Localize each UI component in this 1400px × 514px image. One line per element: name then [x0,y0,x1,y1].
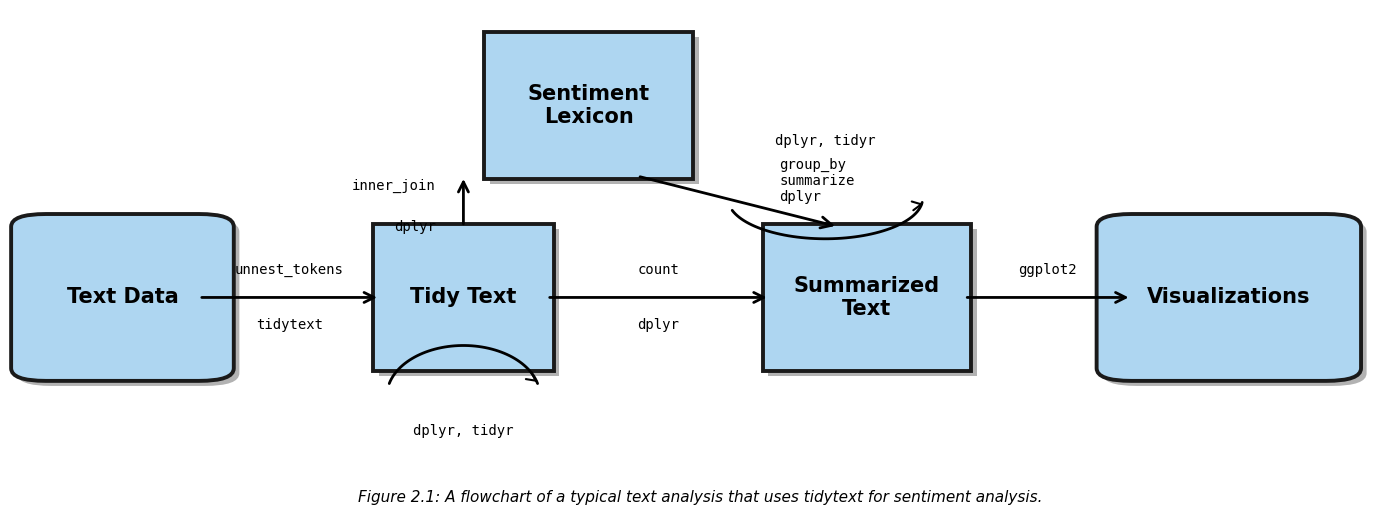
FancyBboxPatch shape [378,229,560,376]
Text: Tidy Text: Tidy Text [410,287,517,307]
FancyBboxPatch shape [1102,219,1366,386]
Text: Summarized
Text: Summarized Text [794,276,939,319]
FancyBboxPatch shape [490,37,699,183]
Text: dplyr, tidyr: dplyr, tidyr [413,424,514,438]
FancyBboxPatch shape [763,224,972,371]
Text: group_by
summarize
dplyr: group_by summarize dplyr [780,158,854,205]
Text: tidytext: tidytext [256,318,323,332]
Text: Visualizations: Visualizations [1147,287,1310,307]
Text: count: count [637,263,679,277]
FancyBboxPatch shape [769,229,977,376]
FancyBboxPatch shape [372,224,554,371]
FancyBboxPatch shape [1096,214,1361,381]
Text: Figure 2.1: A flowchart of a typical text analysis that uses tidytext for sentim: Figure 2.1: A flowchart of a typical tex… [358,490,1042,505]
Text: dplyr, tidyr: dplyr, tidyr [776,134,875,148]
FancyBboxPatch shape [484,32,693,179]
Text: inner_join: inner_join [351,179,435,193]
FancyBboxPatch shape [11,214,234,381]
Text: Sentiment
Lexicon: Sentiment Lexicon [528,84,650,127]
Text: Text Data: Text Data [67,287,178,307]
Text: dplyr: dplyr [393,219,435,234]
Text: unnest_tokens: unnest_tokens [235,263,344,277]
Text: ggplot2: ggplot2 [1019,263,1077,277]
Text: dplyr: dplyr [637,318,679,332]
FancyBboxPatch shape [17,219,239,386]
